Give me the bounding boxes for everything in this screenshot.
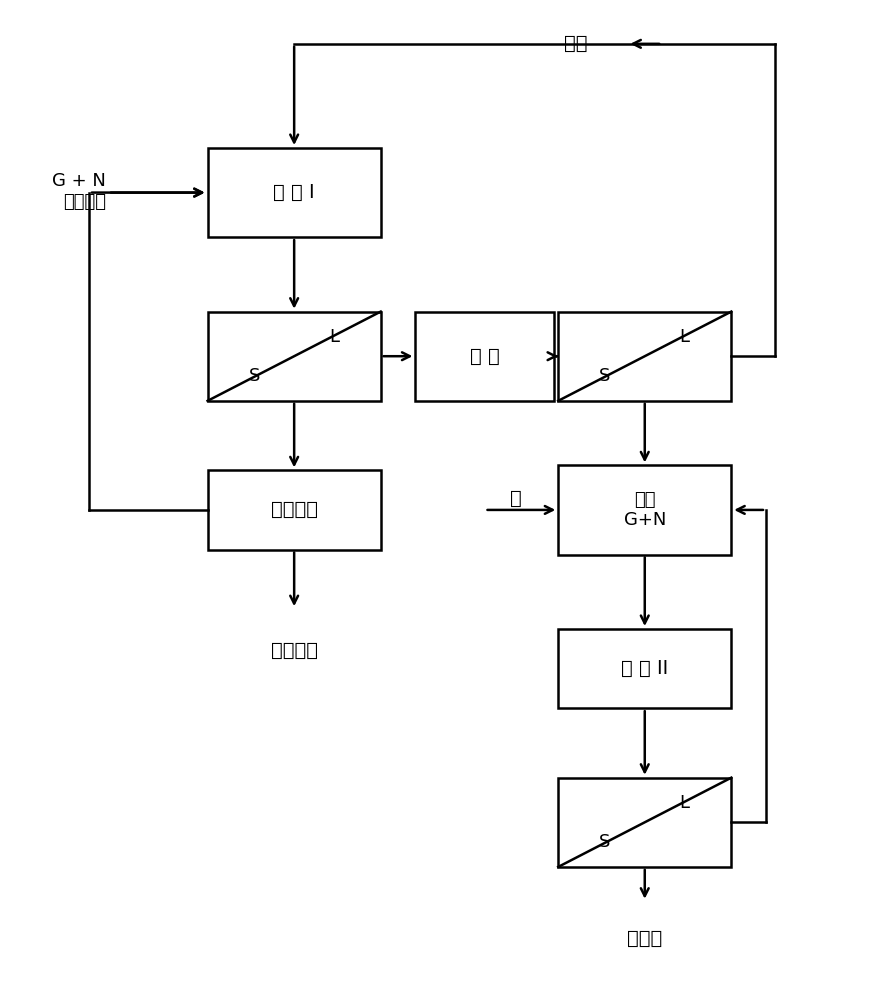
Text: 氯化铵: 氯化铵	[628, 929, 662, 948]
Bar	[558, 312, 732, 401]
Text: G + N: G + N	[52, 172, 107, 190]
Bar	[415, 312, 554, 401]
Text: S: S	[249, 367, 260, 385]
Text: 洗涤干燥: 洗涤干燥	[271, 500, 317, 519]
Text: L: L	[680, 328, 690, 346]
Bar	[558, 778, 732, 867]
Text: 溶解
G+N: 溶解 G+N	[623, 491, 666, 529]
Text: 混合晶体: 混合晶体	[63, 193, 107, 211]
Text: 水: 水	[510, 489, 522, 508]
Bar	[208, 148, 381, 237]
Bar	[208, 312, 381, 401]
Text: S: S	[600, 367, 611, 385]
Text: 二醇: 二醇	[564, 34, 587, 53]
Text: 结 晶 I: 结 晶 I	[274, 183, 315, 202]
Bar	[558, 629, 732, 708]
Text: S: S	[600, 833, 611, 851]
Text: 氨基乙酸: 氨基乙酸	[271, 641, 317, 660]
Bar	[208, 470, 381, 550]
Text: 降 温: 降 温	[469, 347, 499, 366]
Text: 结 晶 II: 结 晶 II	[621, 659, 669, 678]
Text: L: L	[680, 794, 690, 812]
Bar	[558, 465, 732, 555]
Text: L: L	[329, 328, 339, 346]
